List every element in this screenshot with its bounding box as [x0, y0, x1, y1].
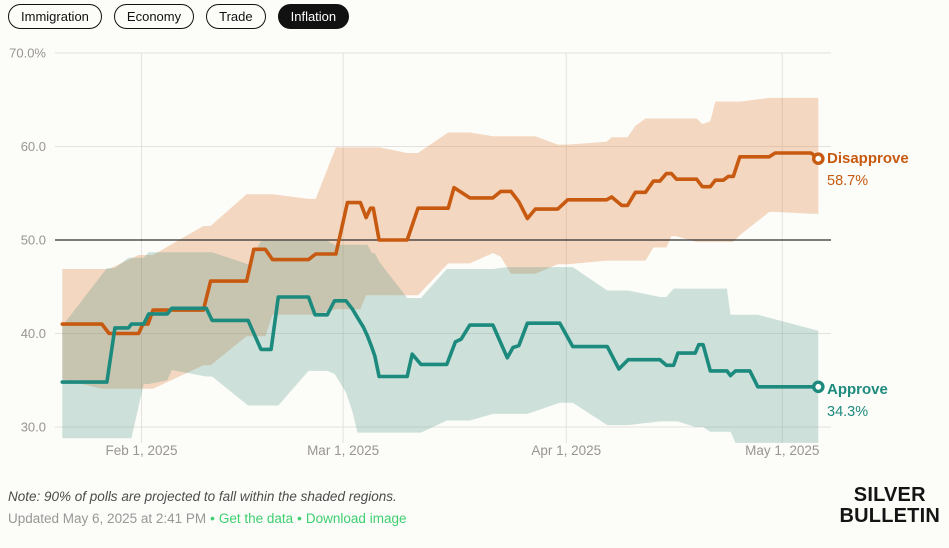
disapprove-value: 58.7% — [827, 173, 869, 190]
updated-line: Updated May 6, 2025 at 2:41 PM • Get the d… — [8, 511, 406, 526]
logo-line-1: SILVER — [853, 484, 926, 506]
updated-timestamp: Updated May 6, 2025 at 2:41 PM — [8, 511, 207, 526]
svg-text:May 1, 2025: May 1, 2025 — [745, 443, 819, 458]
svg-text:50.0: 50.0 — [21, 233, 46, 248]
bullet-separator: • — [210, 511, 215, 526]
tab-economy[interactable]: Economy — [113, 4, 195, 29]
svg-text:40.0: 40.0 — [21, 326, 46, 341]
disapprove-label: Disapprove — [827, 150, 909, 167]
svg-text:Feb 1, 2025: Feb 1, 2025 — [105, 443, 177, 458]
approval-chart: 70.0% 60.0 50.0 40.0 30.0 Feb 1, 2025 Mar 1, 2… — [9, 46, 831, 458]
logo-line-2: BULLETIN — [839, 504, 940, 527]
approve-end-label: Approve 34.3% — [827, 378, 888, 424]
bullet-separator: • — [297, 511, 302, 526]
disapprove-end-label: Disapprove 58.7% — [827, 147, 909, 193]
svg-text:60.0: 60.0 — [21, 139, 46, 154]
tab-trade[interactable]: Trade — [206, 4, 266, 29]
get-the-data-link[interactable]: Get the data — [218, 511, 294, 526]
silver-bulletin-logo: SILVER BULLETIN — [840, 485, 940, 527]
download-image-link[interactable]: Download image — [305, 511, 407, 526]
tab-immigration[interactable]: Immigration — [8, 4, 102, 29]
svg-text:70.0%: 70.0% — [9, 46, 46, 61]
chart-note: Note: 90% of polls are projected to fall… — [8, 489, 397, 504]
svg-text:30.0: 30.0 — [21, 420, 46, 435]
svg-text:Mar 1, 2025: Mar 1, 2025 — [307, 443, 379, 458]
topic-tabs: Immigration Economy Trade Inflation — [8, 4, 350, 29]
approve-label: Approve — [827, 381, 888, 398]
approve-value: 34.3% — [827, 404, 869, 421]
svg-text:Apr 1, 2025: Apr 1, 2025 — [531, 443, 601, 458]
tab-inflation[interactable]: Inflation — [277, 4, 350, 29]
